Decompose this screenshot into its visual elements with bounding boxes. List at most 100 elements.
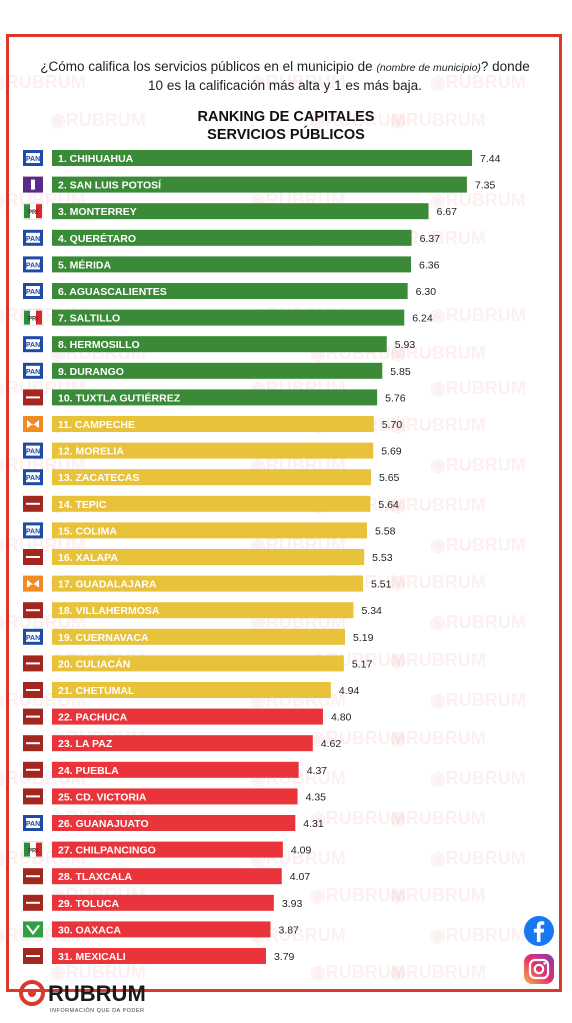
value-label: 5.76 [385,392,406,404]
bar-label: 30. OAXACA [58,924,121,936]
bar [52,256,412,273]
value-label: 7.35 [475,180,496,192]
bar-label: 22. PACHUCA [58,712,128,724]
value-label: 5.19 [353,632,374,644]
bar [52,841,283,858]
pan-logo-text: PAN [26,449,40,456]
bar [52,203,429,220]
value-label: 4.37 [307,765,328,777]
pan-logo-text: PAN [26,821,40,828]
bar [52,549,365,565]
pan-logo-text: PAN [26,475,40,482]
bar [52,442,374,459]
pan-logo-icon-inner [26,365,40,376]
value-label: 5.93 [395,339,416,351]
bar [52,602,354,619]
bar-label: 5. MÉRIDA [58,258,112,271]
morena-logo-bar [26,875,40,878]
bar [52,815,296,831]
pri-logo-text: PRI [28,317,38,323]
bar [52,628,345,645]
value-label: 5.58 [375,525,396,537]
mc-logo-mark [27,579,39,588]
morena-logo-bar [26,556,40,558]
value-label: 5.34 [361,605,382,617]
bar [52,682,331,698]
bar-label: 20. CULIACÁN [58,657,130,670]
pri-logo-green [24,204,30,219]
value-label: 6.24 [412,313,433,325]
bar-label: 15. COLIMA [58,525,117,537]
bar-label: 23. LA PAZ [58,738,113,750]
bar-label: 12. MORELIA [58,446,124,458]
bar [52,283,408,299]
chart-subtitle: SERVICIOS PÚBLICOS [207,127,365,143]
morena-logo-bar [26,795,40,798]
bar [52,894,274,911]
question-text-after: ? donde 10 es la calificación más alta y… [148,59,530,93]
bar [52,362,383,379]
morena-logo-bar [26,901,40,904]
value-label: 3.79 [274,951,295,963]
value-label: 5.51 [371,579,392,591]
pan-logo-text: PAN [26,262,40,269]
bar-label: 26. GUANAJUATO [58,818,149,830]
bar-label: 17. GUADALAJARA [58,579,157,591]
facebook-icon[interactable] [523,915,555,947]
pan-logo-icon-inner [26,472,40,483]
bar [52,655,344,672]
bar [52,522,367,539]
pan-logo-text: PAN [26,635,40,642]
pvem-logo-mark [26,924,40,936]
rubrum-logo: RUBRUM INFORMACIÓN QUE DA PODER [19,980,146,1014]
morena-logo-bar [26,742,40,745]
value-label: 6.67 [437,206,458,218]
pri-logo-green [24,842,30,857]
pri-logo-green [24,310,30,325]
pan-logo-icon-inner [26,818,40,828]
instagram-icon[interactable] [523,953,555,985]
bar-label: 4. QUERÉTARO [58,232,136,245]
pan-logo-icon-inner [26,631,40,642]
pri-logo-red [36,842,42,857]
pan-logo-icon-inner [26,445,40,456]
bar [52,469,371,486]
value-label: 5.69 [381,446,402,458]
bar [52,735,313,752]
footer-brand: RUBRUM [48,981,146,1006]
morena-logo-bar [26,662,40,665]
survey-question: ¿Cómo califica los servicios públicos en… [40,58,530,95]
value-label: 5.64 [378,499,399,511]
value-label: 5.53 [372,552,393,564]
morena-logo-bar [26,609,40,612]
bar-label: 29. TOLUCA [58,898,119,910]
bar-label: 27. CHILPANCINGO [58,845,156,857]
bar-label: 1. CHIHUAHUA [58,153,134,165]
value-label: 6.36 [419,259,440,271]
chart-title: RANKING DE CAPITALES [197,109,375,125]
bar-label: 11. CAMPECHE [58,419,135,431]
bar [52,495,371,512]
bar [52,761,299,778]
pes-logo-mark [31,179,35,190]
pan-logo-icon-inner [26,525,40,536]
morena-logo-bar [26,955,40,957]
morena-logo-bar [26,502,40,505]
bar [52,921,271,938]
bar [52,176,467,193]
pan-logo-icon-inner [26,286,40,296]
value-label: 5.65 [379,472,400,484]
bar-label: 8. HERMOSILLO [58,339,140,351]
bar [52,336,387,353]
value-label: 3.87 [278,924,299,936]
bar-label: 16. XALAPA [58,552,118,564]
morena-logo-bar [26,689,40,691]
value-label: 5.85 [390,366,411,378]
bar [52,868,282,885]
bar [52,389,378,406]
value-label: 5.17 [352,658,373,670]
pan-logo-text: PAN [26,289,40,296]
question-placeholder: (nombre de municipio) [376,62,481,74]
value-label: 6.30 [416,286,437,298]
